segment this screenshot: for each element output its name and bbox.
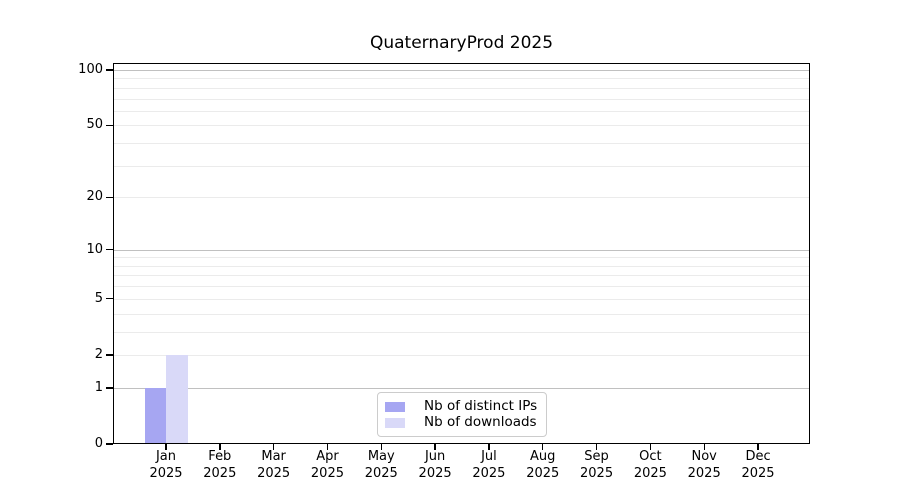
x-tick-month: Oct	[639, 449, 662, 464]
x-tick-year: 2025	[741, 465, 775, 481]
gridline-major	[113, 387, 810, 389]
gridline-minor	[113, 265, 810, 267]
gridline-minor	[113, 275, 810, 277]
x-tick-year: 2025	[203, 465, 237, 481]
x-tick-label: Dec 2025	[726, 449, 790, 482]
legend-item-downloads: Nb of downloads	[385, 415, 538, 430]
x-tick-month: Dec	[745, 449, 771, 464]
x-tick-year: 2025	[633, 465, 667, 481]
gridline-minor	[113, 354, 810, 356]
x-tick-month: Apr	[316, 449, 339, 464]
gridline-minor	[113, 143, 810, 145]
y-tick-label: 2	[94, 346, 103, 362]
x-tick-mark	[757, 444, 759, 450]
legend-swatch-distinct-ips	[385, 401, 405, 412]
x-tick-label: Apr 2025	[295, 449, 359, 482]
legend-item-distinct-ips: Nb of distinct IPs	[385, 399, 538, 414]
x-tick-month: Mar	[261, 449, 286, 464]
gridline-major	[113, 249, 810, 251]
x-tick-label: Aug 2025	[511, 449, 575, 482]
y-tick-label: 100	[78, 62, 103, 77]
y-tick-label: 1	[94, 379, 103, 395]
y-tick-mark	[106, 196, 113, 198]
x-tick-label: Jul 2025	[457, 449, 521, 482]
x-tick-mark	[219, 444, 221, 450]
x-tick-label: Nov 2025	[672, 449, 736, 482]
x-tick-mark	[649, 444, 652, 450]
chart-title: QuaternaryProd 2025	[369, 33, 554, 53]
x-tick-mark	[703, 444, 705, 450]
x-tick-mark	[542, 444, 544, 450]
y-tick-label: 0	[94, 436, 103, 451]
x-tick-month: Jun	[424, 449, 446, 464]
y-tick-label: 50	[86, 117, 103, 133]
gridline-minor	[113, 331, 810, 333]
x-tick-year: 2025	[310, 465, 344, 481]
y-tick-label: 20	[86, 189, 103, 205]
x-tick-label: Mar 2025	[242, 449, 306, 482]
gridline-minor	[113, 78, 810, 80]
x-tick-month: Jan	[155, 449, 177, 464]
x-tick-label: May 2025	[349, 449, 413, 482]
gridline-minor	[113, 165, 810, 167]
x-tick-mark	[595, 444, 598, 450]
gridline-major	[113, 70, 810, 71]
x-tick-year: 2025	[149, 465, 183, 481]
gridline-minor	[113, 298, 810, 300]
x-tick-mark	[165, 444, 167, 450]
x-tick-year: 2025	[526, 465, 560, 481]
x-tick-month: Jul	[481, 449, 497, 464]
x-tick-mark	[380, 444, 382, 450]
x-tick-label: Jun 2025	[403, 449, 467, 482]
gridline-minor	[113, 286, 810, 288]
y-tick-label: 10	[86, 241, 103, 257]
y-tick-mark	[106, 248, 113, 251]
y-tick-mark	[106, 443, 113, 445]
gridline-minor	[113, 313, 810, 315]
x-tick-mark	[326, 444, 329, 450]
gridline-minor	[113, 125, 810, 127]
gridline-minor	[113, 197, 810, 199]
x-tick-label: Oct 2025	[618, 449, 682, 482]
x-tick-month: Nov	[691, 449, 717, 464]
x-tick-year: 2025	[364, 465, 398, 481]
y-tick-mark	[106, 298, 113, 300]
legend-label-downloads: Nb of downloads	[424, 414, 537, 430]
x-tick-month: Sep	[584, 449, 609, 464]
bar-distinct-ips	[144, 387, 166, 444]
legend-label-distinct-ips: Nb of distinct IPs	[424, 398, 538, 414]
gridline-minor	[113, 110, 810, 112]
x-tick-year: 2025	[257, 465, 291, 481]
x-tick-mark	[434, 444, 436, 450]
x-tick-year: 2025	[687, 465, 721, 481]
y-tick-mark	[106, 354, 113, 356]
gridline-minor	[113, 87, 810, 89]
x-tick-mark	[488, 444, 490, 450]
gridline-minor	[113, 98, 810, 100]
gridline-minor	[113, 257, 810, 259]
legend: Nb of distinct IPs Nb of downloads	[377, 392, 547, 437]
x-tick-mark	[272, 444, 275, 450]
x-tick-label: Feb 2025	[188, 449, 252, 482]
x-tick-label: Sep 2025	[565, 449, 629, 482]
y-tick-mark	[106, 387, 113, 389]
x-tick-month: Aug	[530, 449, 556, 464]
x-tick-year: 2025	[580, 465, 614, 481]
plot-area	[113, 63, 810, 444]
x-tick-month: May	[367, 449, 395, 464]
x-tick-year: 2025	[472, 465, 506, 481]
legend-swatch-downloads	[385, 417, 405, 428]
y-tick-mark	[106, 69, 113, 71]
y-tick-label: 5	[94, 290, 103, 306]
x-tick-month: Feb	[208, 449, 232, 464]
x-tick-year: 2025	[418, 465, 452, 481]
bar-downloads	[166, 354, 188, 444]
x-tick-label: Jan 2025	[134, 449, 198, 482]
y-tick-mark	[106, 124, 113, 127]
